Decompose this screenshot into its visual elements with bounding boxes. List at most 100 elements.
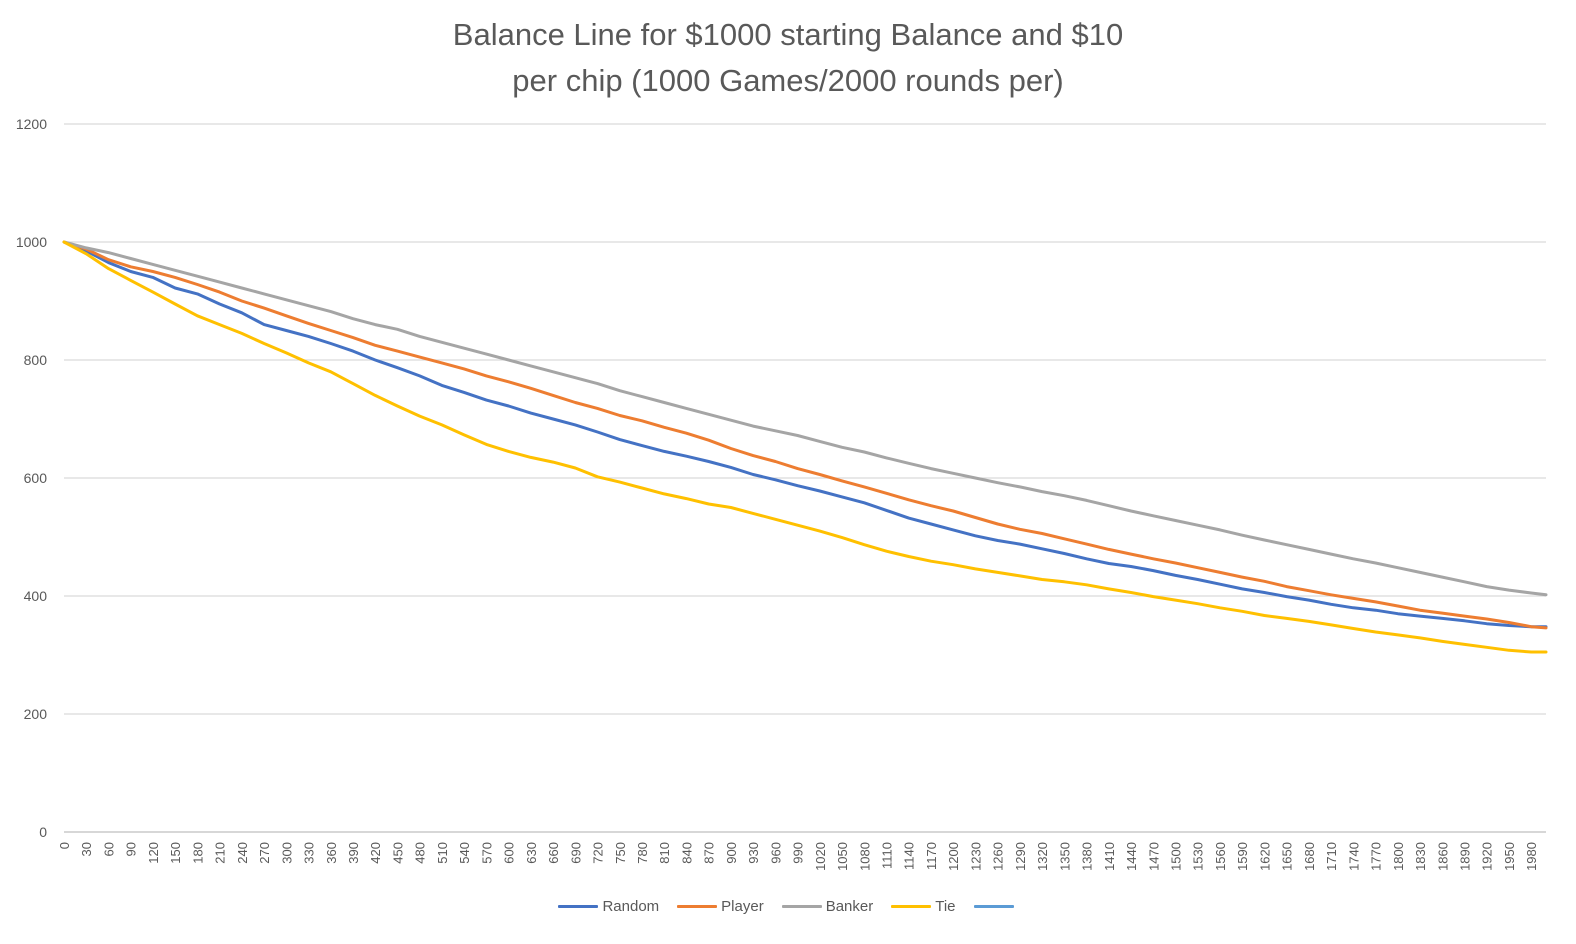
x-tick-label: 300 xyxy=(279,842,294,864)
series-line-tie xyxy=(62,240,1548,654)
x-tick-label: 180 xyxy=(190,842,205,864)
x-tick-label: 30 xyxy=(79,842,94,856)
x-tick-label: 1620 xyxy=(1257,842,1272,871)
x-tick-label: 840 xyxy=(679,842,694,864)
x-tick-label: 1860 xyxy=(1435,842,1450,871)
gridlines xyxy=(64,123,1546,833)
x-tick-label: 1500 xyxy=(1169,842,1184,871)
x-tick-label: 570 xyxy=(479,842,494,864)
x-tick-label: 420 xyxy=(368,842,383,864)
series-line-banker xyxy=(62,240,1548,597)
x-tick-label: 1770 xyxy=(1369,842,1384,871)
x-tick-label: 750 xyxy=(613,842,628,864)
x-tick-label: 1920 xyxy=(1480,842,1495,871)
x-tick-label: 720 xyxy=(591,842,606,864)
x-tick-label: 390 xyxy=(346,842,361,864)
chart-title-line-2: per chip (1000 Games/2000 rounds per) xyxy=(512,63,1064,98)
y-tick-label: 800 xyxy=(24,352,48,368)
legend-item: Player xyxy=(677,898,764,915)
legend-label: Player xyxy=(721,898,764,915)
x-tick-label: 1650 xyxy=(1280,842,1295,871)
x-tick-label: 1440 xyxy=(1124,842,1139,871)
x-tick-label: 270 xyxy=(257,842,272,864)
x-tick-label: 1950 xyxy=(1502,842,1517,871)
x-tick-label: 120 xyxy=(146,842,161,864)
y-tick-label: 400 xyxy=(24,588,48,604)
x-tick-label: 780 xyxy=(635,842,650,864)
x-tick-label: 1470 xyxy=(1146,842,1161,871)
x-tick-label: 1080 xyxy=(857,842,872,871)
x-tick-label: 1260 xyxy=(991,842,1006,871)
x-tick-label: 1980 xyxy=(1524,842,1539,871)
legend-label: Tie xyxy=(935,898,956,915)
x-tick-label: 1560 xyxy=(1213,842,1228,871)
x-tick-label: 330 xyxy=(302,842,317,864)
x-tick-label: 450 xyxy=(390,842,405,864)
legend-swatch xyxy=(781,905,822,908)
x-tick-label: 1740 xyxy=(1346,842,1361,871)
x-tick-label: 1590 xyxy=(1235,842,1250,871)
x-tick-label: 1200 xyxy=(946,842,961,871)
x-tick-label: 630 xyxy=(524,842,539,864)
x-tick-label: 990 xyxy=(791,842,806,864)
x-tick-label: 1350 xyxy=(1057,842,1072,871)
x-tick-label: 90 xyxy=(124,842,139,856)
legend-swatch xyxy=(558,905,599,908)
legend-item: Random xyxy=(558,898,659,915)
y-tick-label: 200 xyxy=(24,706,48,722)
x-tick-label: 1290 xyxy=(1013,842,1028,871)
x-tick-label: 660 xyxy=(546,842,561,864)
x-axis-ticks: 0 30 60 90 120 150 180 210 240 270 300 330 360 390 420… xyxy=(57,842,1539,871)
x-tick-label: 240 xyxy=(235,842,250,864)
x-tick-label: 870 xyxy=(702,842,717,864)
x-tick-label: 0 xyxy=(57,842,72,849)
x-tick-label: 60 xyxy=(101,842,116,856)
x-tick-label: 1380 xyxy=(1080,842,1095,871)
x-tick-label: 1320 xyxy=(1035,842,1050,871)
legend: Random Player Banker Tie xyxy=(0,898,1576,915)
legend-swatch xyxy=(891,905,932,908)
x-tick-label: 930 xyxy=(746,842,761,864)
x-tick-label: 1020 xyxy=(813,842,828,871)
x-tick-label: 210 xyxy=(213,842,228,864)
x-tick-label: 1230 xyxy=(968,842,983,871)
x-tick-label: 1170 xyxy=(924,842,939,870)
y-tick-label: 600 xyxy=(24,470,48,486)
legend-swatch xyxy=(973,905,1014,908)
chart-title-line-1: Balance Line for $1000 starting Balance … xyxy=(452,17,1124,52)
x-tick-label: 1530 xyxy=(1191,842,1206,871)
legend-label: Banker xyxy=(825,898,874,915)
x-tick-label: 1890 xyxy=(1457,842,1472,871)
x-tick-label: 810 xyxy=(657,842,672,864)
series-lines xyxy=(62,240,1548,654)
y-tick-label: 1200 xyxy=(16,116,47,132)
x-tick-label: 1140 xyxy=(902,842,917,870)
x-tick-label: 360 xyxy=(324,842,339,864)
x-tick-label: 960 xyxy=(768,842,783,864)
legend-item: Tie xyxy=(891,898,956,915)
y-tick-label: 0 xyxy=(39,824,47,840)
x-tick-label: 900 xyxy=(724,842,739,864)
x-tick-label: 1110 xyxy=(880,842,895,869)
x-tick-label: 510 xyxy=(435,842,450,864)
x-tick-label: 1680 xyxy=(1302,842,1317,871)
legend-item: Banker xyxy=(781,898,874,915)
x-tick-label: 1800 xyxy=(1391,842,1406,871)
x-tick-label: 1410 xyxy=(1102,842,1117,871)
series-line-random xyxy=(62,240,1548,629)
legend-label: Random xyxy=(602,898,660,915)
x-tick-label: 600 xyxy=(502,842,517,864)
x-tick-label: 480 xyxy=(413,842,428,864)
y-tick-label: 1000 xyxy=(16,234,47,250)
legend-item xyxy=(973,898,1018,915)
series-line-player xyxy=(62,240,1548,630)
x-tick-label: 150 xyxy=(168,842,183,864)
x-tick-label: 690 xyxy=(568,842,583,864)
legend-swatch xyxy=(677,905,718,908)
x-tick-label: 1830 xyxy=(1413,842,1428,871)
x-tick-label: 1050 xyxy=(835,842,850,871)
x-tick-label: 540 xyxy=(457,842,472,864)
x-tick-label: 1710 xyxy=(1324,842,1339,871)
chart-title: Balance Line for $1000 starting Balance … xyxy=(0,12,1576,104)
